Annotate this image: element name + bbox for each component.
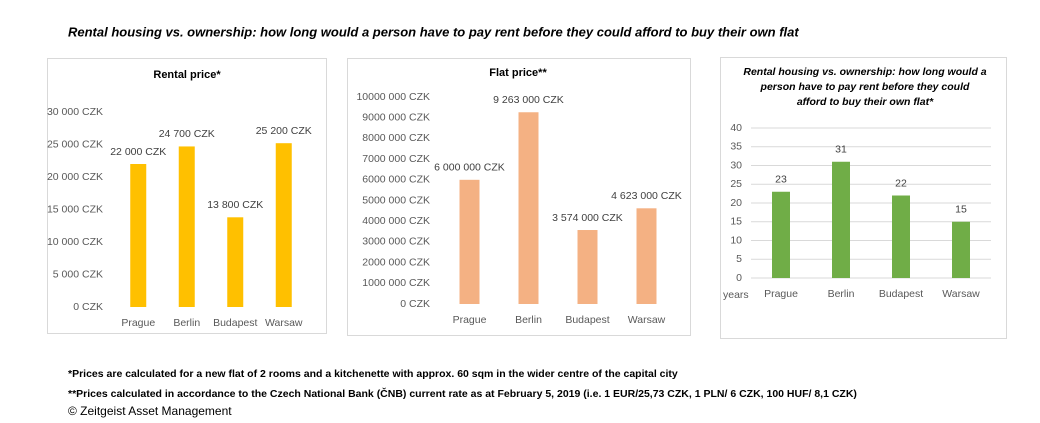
x-tick-label: Warsaw xyxy=(265,317,303,329)
y-tick-label: 0 CZK xyxy=(73,301,103,313)
y-tick-label: 1000 000 CZK xyxy=(362,277,430,289)
bar xyxy=(178,146,195,307)
bar xyxy=(832,161,850,278)
x-tick-label: Prague xyxy=(764,288,798,300)
data-label: 3 574 000 CZK xyxy=(552,212,623,224)
y-tick-label: 0 CZK xyxy=(400,298,430,310)
y-tick-label: 10 000 CZK xyxy=(47,236,103,248)
chart-title: Flat price** xyxy=(489,67,547,79)
y-tick-label: 30 xyxy=(730,159,742,171)
data-label: 24 700 CZK xyxy=(159,128,215,140)
data-label: 6 000 000 CZK xyxy=(434,162,505,174)
y-tick-label: 20 000 CZK xyxy=(47,171,103,183)
y-tick-label: 25 xyxy=(730,178,742,190)
bar xyxy=(577,230,598,304)
bar xyxy=(518,112,539,305)
x-tick-label: Budapest xyxy=(879,288,923,300)
y-tick-label: 30 000 CZK xyxy=(47,106,103,118)
x-tick-label: Berlin xyxy=(515,314,542,326)
bar xyxy=(227,217,244,307)
footnote: **Prices calculated in accordance to the… xyxy=(68,387,857,400)
y-tick-label: 10 xyxy=(730,234,742,246)
data-label: 4 623 000 CZK xyxy=(611,190,682,202)
y-tick-label: 5 xyxy=(736,253,742,265)
y-tick-label: 9000 000 CZK xyxy=(362,111,430,123)
y-tick-label: 10000 000 CZK xyxy=(356,91,430,103)
bar xyxy=(130,164,147,307)
bar xyxy=(275,143,292,307)
y-tick-label: 40 xyxy=(730,122,742,134)
x-tick-label: Budapest xyxy=(565,314,609,326)
bar xyxy=(952,221,970,278)
y-axis-label: years xyxy=(723,289,749,301)
y-tick-label: 0 xyxy=(736,272,742,284)
x-tick-label: Prague xyxy=(453,314,487,326)
footnote: *Prices are calculated for a new flat of… xyxy=(68,368,678,380)
y-tick-label: 5000 000 CZK xyxy=(362,194,430,206)
data-label: 9 263 000 CZK xyxy=(493,94,564,106)
y-tick-label: 25 000 CZK xyxy=(47,138,103,150)
y-tick-label: 2000 000 CZK xyxy=(362,256,430,268)
y-tick-label: 15 xyxy=(730,216,742,228)
chart-title: Rental housing vs. ownership: how long w… xyxy=(743,66,986,108)
y-tick-label: 7000 000 CZK xyxy=(362,153,430,165)
bar xyxy=(459,179,480,304)
y-tick-label: 20 xyxy=(730,197,742,209)
bar xyxy=(636,208,657,304)
panel xyxy=(720,57,1007,339)
x-tick-label: Warsaw xyxy=(942,288,980,300)
y-tick-label: 15 000 CZK xyxy=(47,203,103,215)
y-tick-label: 3000 000 CZK xyxy=(362,236,430,248)
bar xyxy=(772,191,790,278)
data-label: 31 xyxy=(835,144,847,156)
data-label: 23 xyxy=(775,174,787,186)
y-tick-label: 8000 000 CZK xyxy=(362,132,430,144)
y-tick-label: 5 000 CZK xyxy=(53,268,103,280)
x-tick-label: Warsaw xyxy=(628,314,666,326)
x-tick-label: Budapest xyxy=(213,317,257,329)
data-label: 15 xyxy=(955,204,967,216)
x-tick-label: Berlin xyxy=(828,288,855,300)
x-tick-label: Berlin xyxy=(173,317,200,329)
data-label: 22 000 CZK xyxy=(110,146,166,158)
data-label: 22 xyxy=(895,177,907,189)
page-title: Rental housing vs. ownership: how long w… xyxy=(68,24,799,39)
data-label: 13 800 CZK xyxy=(207,199,263,211)
x-tick-label: Prague xyxy=(121,317,155,329)
y-tick-label: 4000 000 CZK xyxy=(362,215,430,227)
data-label: 25 200 CZK xyxy=(256,125,312,137)
y-tick-label: 6000 000 CZK xyxy=(362,174,430,186)
bar xyxy=(892,195,910,278)
y-tick-label: 35 xyxy=(730,141,742,153)
copyright: © Zeitgeist Asset Management xyxy=(68,404,232,418)
chart-title: Rental price* xyxy=(153,69,221,81)
